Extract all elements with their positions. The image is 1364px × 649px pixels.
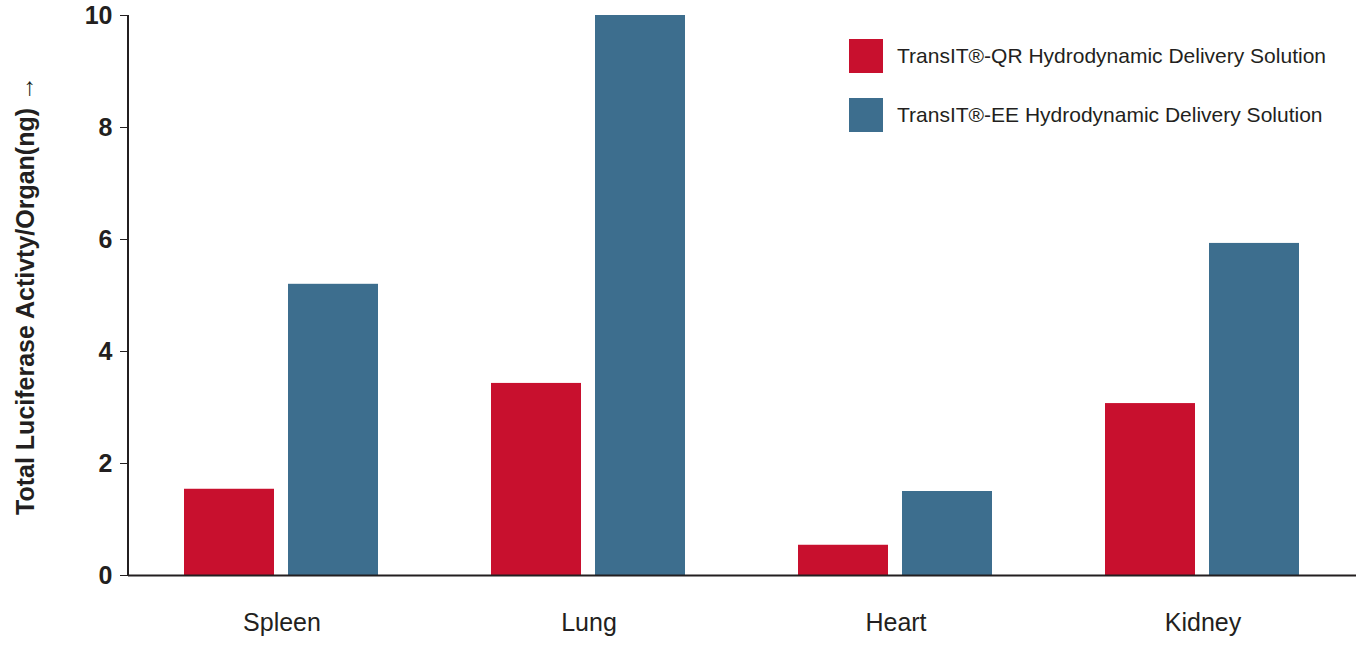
svg-text:0: 0 (99, 561, 113, 589)
svg-text:Total Luciferase Activty/Organ: Total Luciferase Activty/Organ(ng) → (11, 76, 39, 515)
html-text:TransIT®-QR Hydrodynamic Deliv: TransIT®-QR Hydrodynamic Delivery Soluti… (897, 44, 1326, 67)
svg-text:Heart: Heart (865, 608, 926, 636)
svg-text:4: 4 (99, 337, 113, 365)
svg-text:2: 2 (99, 449, 113, 477)
svg-text:8: 8 (99, 113, 113, 141)
svg-text:Spleen: Spleen (243, 608, 321, 636)
svg-text:10: 10 (85, 1, 113, 29)
svg-text:Lung: Lung (561, 608, 617, 636)
svg-text:Kidney: Kidney (1165, 608, 1242, 636)
svg-text:6: 6 (99, 225, 113, 253)
html-text:TransIT®-EE Hydrodynamic Deliv: TransIT®-EE Hydrodynamic Delivery Soluti… (897, 103, 1323, 126)
